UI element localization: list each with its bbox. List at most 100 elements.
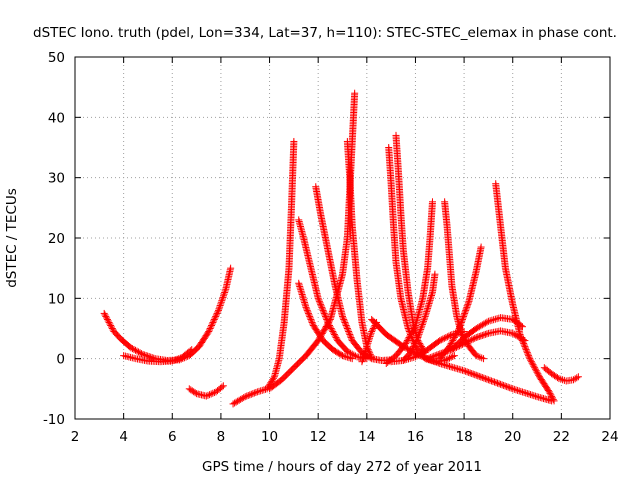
data-point (407, 329, 415, 337)
data-point (521, 344, 529, 352)
data-point (127, 344, 135, 352)
data-point (324, 318, 332, 326)
data-point (348, 335, 356, 343)
data-point (305, 311, 313, 319)
data-point (210, 315, 218, 323)
data-point (170, 356, 178, 364)
data-point (107, 321, 115, 329)
data-point (474, 333, 482, 341)
data-point (304, 309, 312, 317)
data-point (430, 357, 438, 365)
x-tick-label: 10 (261, 429, 278, 445)
y-tick-label: 10 (48, 291, 65, 307)
data-point (410, 341, 418, 349)
data-point (403, 337, 411, 345)
data-point (213, 309, 221, 317)
data-point (466, 369, 474, 377)
data-point (227, 264, 235, 272)
data-point (414, 334, 422, 342)
data-point (431, 352, 439, 360)
data-point (531, 365, 539, 373)
data-point (358, 358, 366, 366)
data-point (204, 329, 212, 337)
data-point (208, 320, 216, 328)
data-point (404, 345, 412, 353)
data-point (460, 311, 468, 319)
data-point (478, 331, 486, 339)
chart-title: dSTEC Iono. truth (pdel, Lon=334, Lat=37… (33, 25, 617, 41)
data-point (523, 349, 531, 357)
data-point (100, 309, 108, 317)
data-point (474, 324, 482, 332)
data-point (402, 344, 410, 352)
data-point (340, 317, 348, 325)
data-point (475, 323, 483, 331)
data-point (434, 359, 442, 367)
data-point (474, 352, 482, 360)
data-point (412, 337, 420, 345)
data-point (220, 290, 228, 298)
data-point (468, 336, 476, 344)
data-point (462, 339, 470, 347)
data-point (359, 354, 367, 362)
data-point (421, 347, 429, 355)
data-point (172, 356, 180, 364)
data-point (258, 386, 266, 394)
data-point (347, 354, 355, 362)
data-point (253, 388, 261, 396)
data-point (428, 198, 436, 206)
data-point (457, 318, 465, 326)
data-point (107, 323, 115, 331)
data-point (366, 334, 374, 342)
data-point (399, 356, 407, 364)
data-point (494, 379, 502, 387)
data-point (418, 321, 426, 329)
data-point (532, 367, 540, 375)
data-point (509, 385, 517, 393)
data-point (472, 325, 480, 332)
data-point (417, 325, 425, 333)
data-point (326, 323, 334, 331)
data-point (219, 293, 227, 301)
data-point (247, 390, 255, 398)
data-point (434, 350, 442, 358)
data-point (221, 289, 229, 297)
data-point (447, 353, 455, 361)
data-point (368, 326, 376, 334)
data-point (444, 355, 452, 363)
data-point (458, 315, 466, 323)
data-point (130, 345, 138, 353)
data-point (211, 314, 219, 322)
data-point (358, 356, 366, 364)
data-point (452, 343, 460, 351)
data-point (468, 370, 476, 378)
data-point (406, 354, 414, 362)
data-point (447, 340, 455, 348)
data-point (241, 393, 249, 401)
data-point (460, 367, 468, 375)
data-point (483, 318, 491, 326)
data-point (427, 356, 435, 364)
data-point (498, 381, 506, 389)
data-point (148, 354, 156, 362)
data-point (168, 357, 176, 365)
y-tick-label: 40 (48, 110, 65, 126)
data-point (440, 334, 448, 342)
data-point (406, 346, 414, 354)
data-point (414, 332, 422, 340)
data-point (481, 330, 489, 338)
data-point (214, 308, 222, 316)
data-point (133, 347, 141, 355)
data-point (480, 355, 488, 363)
data-point (517, 387, 525, 395)
data-point (173, 355, 181, 363)
data-point (346, 332, 354, 340)
data-point (548, 397, 556, 405)
data-point (244, 391, 252, 399)
data-point (524, 350, 532, 358)
data-point (443, 333, 451, 341)
data-point (326, 321, 334, 329)
data-point (408, 347, 416, 355)
data-point (410, 353, 418, 361)
data-point (217, 300, 225, 308)
